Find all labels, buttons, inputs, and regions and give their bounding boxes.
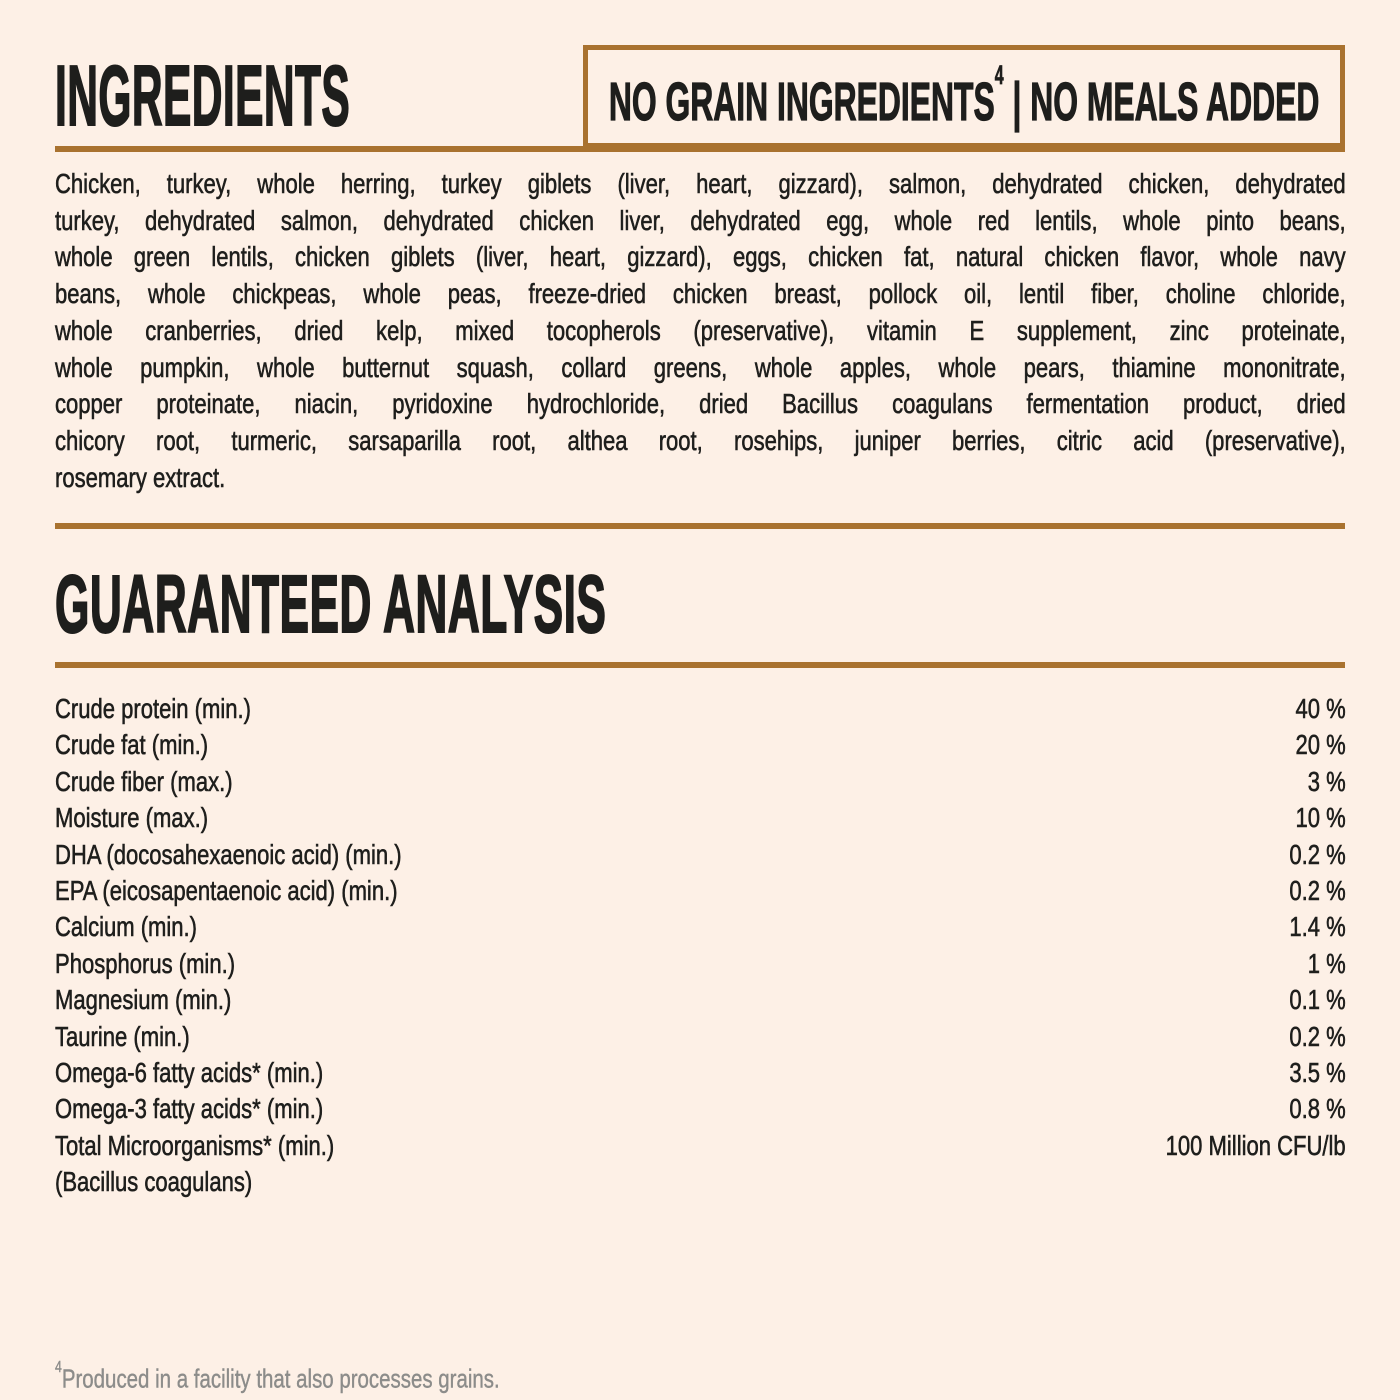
row-value: 0.2 % <box>1289 874 1346 907</box>
ingredients-line: whole pumpkin, whole butternut squash, c… <box>55 351 1346 383</box>
footnote-text: Produced in a facility that also process… <box>61 1363 500 1394</box>
table-row: Crude fiber (max.) 3 % <box>55 764 1346 800</box>
ingredients-line: rosemary extract. <box>55 461 226 493</box>
ingredients-line: chicory root, turmeric, sarsaparilla roo… <box>55 424 1346 457</box>
row-value: 3.5 % <box>1289 1056 1346 1089</box>
ingredients-line: Chicken, turkey, whole herring, turkey g… <box>55 168 1346 200</box>
table-row: Taurine (min.) 0.2 % <box>55 1019 1346 1055</box>
row-label: Taurine (min.) <box>55 1020 190 1052</box>
footnote-marker: 4 <box>55 1358 62 1376</box>
ingredients-section-title: INGREDIENTS <box>54 49 351 144</box>
ingredients-title-divider <box>55 146 1345 152</box>
table-row: Crude protein (min.) 40 % <box>55 691 1346 727</box>
guaranteed-analysis-title: GUARANTEED ANALYSIS <box>54 559 607 650</box>
analysis-title-divider <box>55 662 1345 668</box>
ingredients-line: whole green lentils, chicken giblets (li… <box>55 241 1346 273</box>
badge-footnote-marker: 4 <box>994 59 1004 90</box>
row-value: 100 Million CFU/lb <box>1165 1129 1346 1161</box>
row-label: DHA (docosahexaenoic acid) (min.) <box>55 838 402 870</box>
table-row: DHA (docosahexaenoic acid) (min.) 0.2 % <box>55 837 1346 873</box>
table-row: (Bacillus coagulans) <box>55 1164 1346 1200</box>
row-value: 20 % <box>1295 729 1346 761</box>
row-label: EPA (eicosapentaenoic acid) (min.) <box>55 874 398 907</box>
row-label: Crude protein (min.) <box>55 693 251 725</box>
table-row: Crude fat (min.) 20 % <box>55 727 1346 763</box>
ingredients-line: whole cranberries, dried kelp, mixed toc… <box>55 314 1346 347</box>
table-row: Phosphorus (min.) 1 % <box>55 946 1346 982</box>
row-label: Omega-6 fatty acids* (min.) <box>55 1056 324 1089</box>
row-value: 0.1 % <box>1289 984 1346 1016</box>
section-divider <box>55 523 1345 529</box>
footnote: 4Produced in a facility that also proces… <box>55 1358 500 1395</box>
table-row: Calcium (min.) 1.4 % <box>55 909 1346 945</box>
table-row: Moisture (max.) 10 % <box>55 800 1346 836</box>
row-value: 1.4 % <box>1289 911 1346 943</box>
row-value: 0.2 % <box>1289 838 1346 870</box>
row-label: Moisture (max.) <box>55 802 209 834</box>
row-value: 3 % <box>1307 765 1346 797</box>
row-label: Omega-3 fatty acids* (min.) <box>55 1093 324 1125</box>
no-grain-badge: NO GRAIN INGREDIENTS4 | NO MEALS ADDED <box>583 45 1345 148</box>
row-label: Magnesium (min.) <box>55 984 232 1016</box>
row-value: 0.8 % <box>1289 1093 1346 1125</box>
row-label: Total Microorganisms* (min.) <box>55 1129 335 1161</box>
table-row: Omega-3 fatty acids* (min.) 0.8 % <box>55 1091 1346 1127</box>
row-value: 1 % <box>1307 947 1346 979</box>
badge-text-rest: | NO MEALS ADDED <box>1003 71 1320 132</box>
ingredients-line: beans, whole chickpeas, whole peas, free… <box>55 278 1346 310</box>
ingredients-line: turkey, dehydrated salmon, dehydrated ch… <box>55 204 1346 236</box>
row-label: Crude fat (min.) <box>55 729 209 761</box>
row-label: Phosphorus (min.) <box>55 947 236 979</box>
row-label: Calcium (min.) <box>55 911 198 943</box>
badge-text-main: NO GRAIN INGREDIENTS <box>608 71 995 132</box>
table-row: Magnesium (min.) 0.1 % <box>55 982 1346 1018</box>
table-row: Omega-6 fatty acids* (min.) 3.5 % <box>55 1055 1346 1091</box>
row-label: (Bacillus coagulans) <box>55 1166 253 1198</box>
row-value: 10 % <box>1295 802 1346 834</box>
ingredients-line: copper proteinate, niacin, pyridoxine hy… <box>55 388 1346 420</box>
no-grain-badge-text: NO GRAIN INGREDIENTS4 | NO MEALS ADDED <box>608 59 1320 132</box>
row-value: 40 % <box>1295 693 1346 725</box>
row-value: 0.2 % <box>1289 1020 1346 1052</box>
row-label: Crude fiber (max.) <box>55 765 233 797</box>
ingredients-list: Chicken, turkey, whole herring, turkey g… <box>55 166 1346 496</box>
guaranteed-analysis-table: Crude protein (min.) 40 % Crude fat (min… <box>55 691 1346 1200</box>
table-row: Total Microorganisms* (min.) 100 Million… <box>55 1128 1346 1164</box>
table-row: EPA (eicosapentaenoic acid) (min.) 0.2 % <box>55 873 1346 909</box>
